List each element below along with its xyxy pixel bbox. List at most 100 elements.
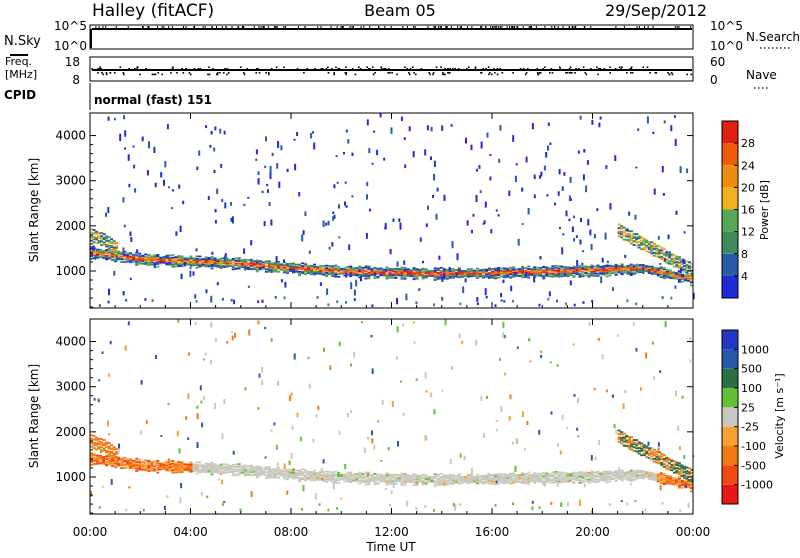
power-cell [671,273,675,276]
power-cell [542,265,546,268]
nave-mark [385,68,387,70]
nave-mark [512,72,514,74]
power-cell [542,274,546,277]
velocity-cell [684,482,687,485]
velocity-cell [226,341,229,344]
power-cell [576,260,579,266]
power-cell [686,168,689,173]
velocity-cell [174,468,178,471]
velocity-cell [171,470,175,473]
velocity-cell [289,395,292,401]
power-cell [601,257,604,263]
velocity-cell [614,473,618,476]
velocity-cell [290,392,293,396]
power-cell [436,276,440,279]
power-cell [436,187,439,192]
velocity-cell [177,470,181,472]
velocity-cell [672,463,676,466]
velocity-cell [111,458,115,461]
nave-mark [559,66,561,68]
velocity-cell [313,473,317,475]
nsky-mark [340,26,342,28]
power-cell [590,266,594,269]
power-cell [571,226,574,233]
power-cell [509,276,513,279]
velocity-cell [512,481,516,484]
power-cell [539,271,543,274]
power-cell [475,271,479,274]
power-cell [319,267,323,270]
power-cell [327,220,330,226]
velocity-cell [129,458,133,460]
power-cell [294,163,297,171]
velocity-cell [542,475,546,478]
power-cell [566,266,570,269]
velocity-cell [210,473,214,476]
power-cell [590,271,594,273]
power-cell [336,181,339,184]
velocity-cell [560,474,564,477]
power-colorbar-tick-label: 28 [741,137,755,150]
velocity-cell [672,460,676,463]
nsky-mark [678,26,680,28]
power-cell [667,234,670,240]
power-cell [506,275,510,278]
power-cell [135,254,139,257]
velocity-cell [413,341,416,344]
power-cell [472,213,475,217]
power-cell [578,270,582,273]
velocity-cell [653,376,655,380]
nave-mark [566,72,568,74]
velocity-cell [93,460,96,462]
power-cell [593,272,597,275]
power-cell [591,299,594,303]
power-cell [174,258,178,261]
power-cell [611,268,615,270]
power-cell [484,201,487,208]
power-cell [237,259,241,261]
nave-mark [337,68,339,70]
power-cell [527,268,531,270]
power-cell [355,267,359,269]
nave-mark [667,72,669,74]
power-cell [478,165,481,169]
velocity-cell [566,479,570,481]
velocity-cell [415,378,418,381]
power-colorbar-tick-label: 24 [741,159,755,172]
velocity-cell [632,470,636,473]
velocity-cell [524,480,528,483]
power-cell [310,266,314,269]
velocity-cell [93,454,96,456]
velocity-cell [584,478,588,480]
power-cell [593,270,597,272]
power-cell [400,271,404,274]
x-tick-label: 20:00 [575,525,610,539]
velocity-cell [156,462,160,464]
power-cell [635,265,639,268]
velocity-cell [459,503,462,506]
velocity-cell [310,476,314,478]
power-cell [560,270,564,273]
velocity-cell [231,331,233,334]
power-cell [462,286,465,294]
power-cell [295,266,298,268]
velocity-cell [289,476,292,478]
velocity-cell [632,441,636,444]
power-cell [629,274,633,276]
power-cell [635,270,639,272]
power-cell [421,275,425,277]
power-cell [524,269,528,272]
velocity-cell [518,476,522,479]
power-cell [583,149,586,153]
power-cell [304,265,308,267]
power-cell [430,273,434,276]
velocity-cell [415,484,419,486]
velocity-cell [424,476,428,479]
velocity-cell [267,471,271,474]
power-cell [93,252,96,255]
power-cell [584,265,588,268]
power-cell [278,181,281,188]
nave-mark [369,68,371,70]
nave-mark [406,68,409,70]
power-cell [336,300,339,304]
